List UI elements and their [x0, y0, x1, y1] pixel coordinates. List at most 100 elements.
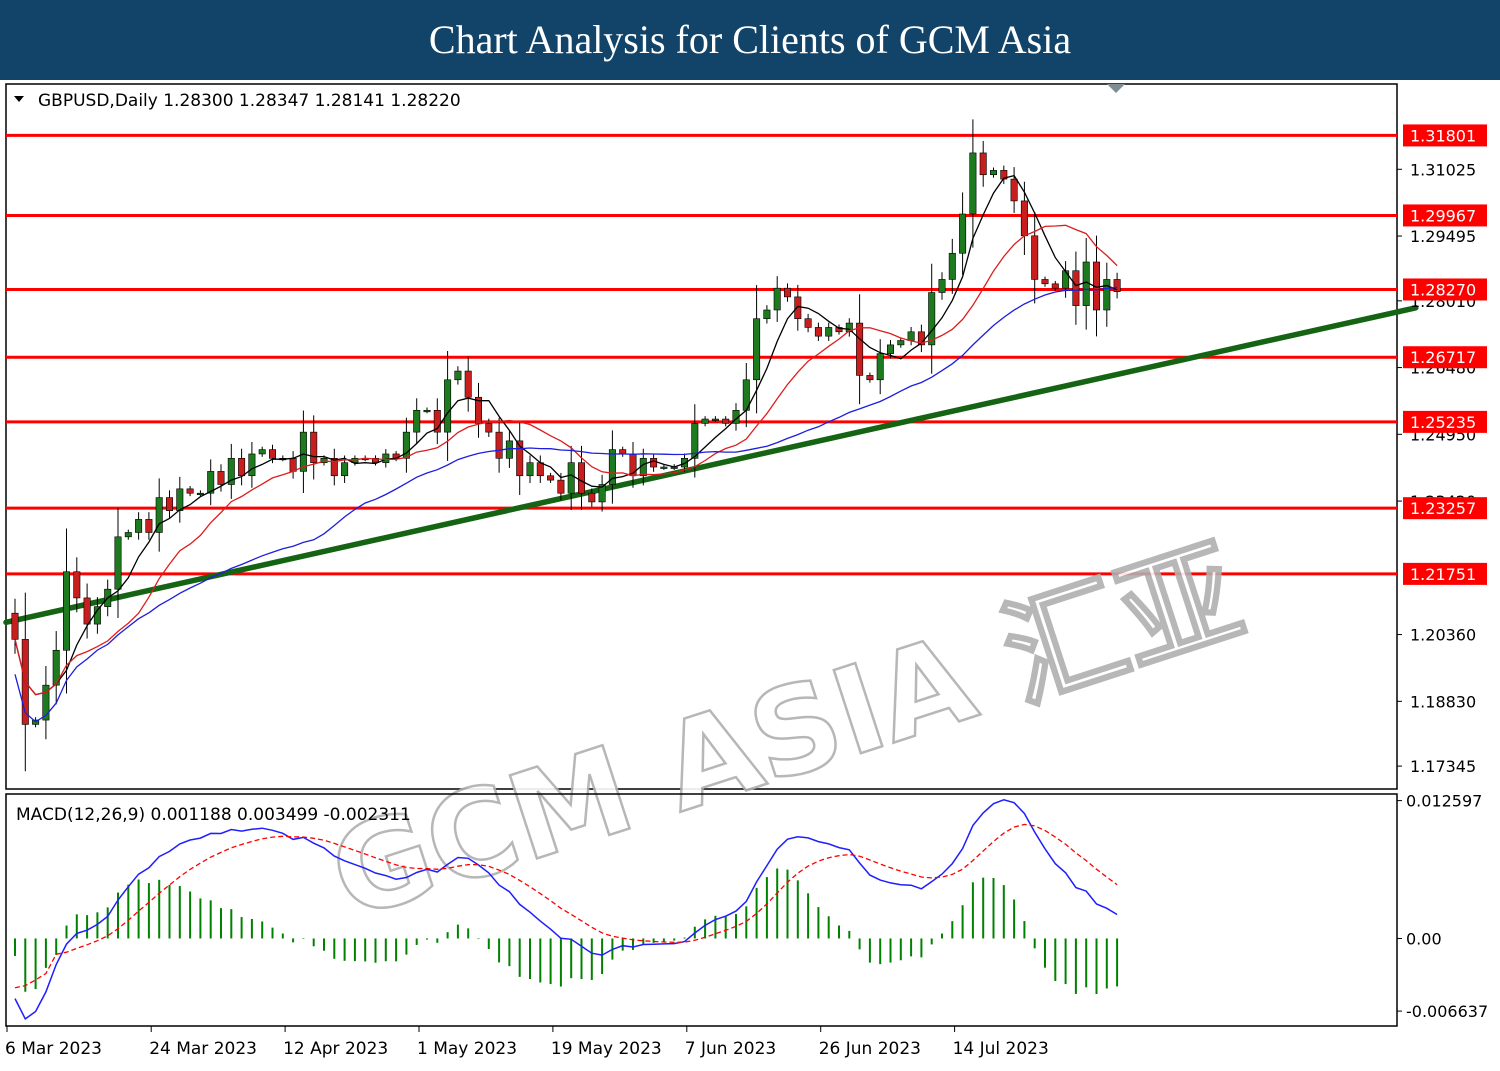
price-plot-frame — [5, 83, 1398, 790]
time-axis-label: 7 Jun 2023 — [685, 1039, 776, 1059]
candle-body — [238, 458, 246, 477]
candle-body — [516, 440, 524, 477]
price-axis-label: 1.17345 — [1410, 757, 1476, 776]
candle-body — [897, 340, 905, 346]
price-axis-label: 1.31025 — [1410, 160, 1476, 179]
price-axis-label: 1.20360 — [1410, 626, 1476, 645]
candle-body — [299, 431, 307, 472]
candle-body — [248, 453, 256, 477]
candle-body — [413, 410, 421, 433]
candle-body — [680, 458, 688, 468]
candle-body — [474, 396, 482, 424]
price-axis-label: 1.18830 — [1410, 692, 1476, 711]
level-tag — [1403, 562, 1487, 585]
candle-body — [794, 296, 802, 320]
level-tag — [1403, 497, 1487, 520]
candle-body — [320, 458, 328, 463]
candle-body — [1072, 270, 1080, 306]
time-axis-label: 24 Mar 2023 — [149, 1039, 257, 1059]
candle-body — [825, 327, 833, 337]
candle-body — [310, 431, 318, 463]
candle-body — [835, 327, 843, 333]
candle-body — [907, 331, 915, 341]
candle-body — [886, 344, 894, 354]
candle-body — [433, 410, 441, 433]
time-axis-label: 1 May 2023 — [417, 1039, 517, 1059]
candle-body — [814, 327, 822, 337]
candle-body — [763, 309, 771, 320]
candle-body — [155, 497, 163, 533]
candle-body — [1103, 279, 1111, 311]
candle-body — [176, 488, 184, 511]
candle-body — [166, 497, 174, 511]
candle-body — [691, 423, 699, 459]
candle-body — [196, 492, 204, 496]
candle-body — [1051, 283, 1059, 289]
candle-body — [969, 152, 977, 215]
banner — [0, 0, 1500, 80]
candle-body — [114, 536, 122, 590]
level-tag — [1403, 346, 1487, 369]
price-panel: 1.310251.294951.280101.264801.249501.234… — [3, 83, 1487, 790]
candle-body — [444, 379, 452, 433]
candle-body — [536, 462, 544, 477]
candle-body — [73, 571, 81, 599]
candle-body — [773, 287, 781, 311]
candle-body — [454, 370, 462, 381]
candle-body — [495, 431, 503, 459]
candle-body — [423, 410, 431, 413]
candle-body — [217, 471, 225, 485]
candle-body — [845, 322, 853, 333]
candle-body — [1031, 235, 1039, 280]
candle-body — [83, 597, 91, 625]
candle-body — [351, 458, 359, 463]
candle-body — [382, 453, 390, 463]
symbol-menu-icon[interactable] — [14, 96, 24, 102]
candle-body — [330, 458, 338, 477]
candle-body — [258, 449, 266, 455]
candle-body — [577, 462, 585, 494]
candle-body — [856, 322, 864, 376]
candle-body — [42, 684, 50, 721]
level-tag — [1403, 410, 1487, 433]
macd-signal-line — [14, 823, 1118, 989]
moving-average-fast — [14, 174, 1118, 696]
macd-header: MACD(12,26,9) 0.001188 0.003499 -0.00231… — [16, 805, 411, 825]
level-tag-label: 1.25235 — [1410, 413, 1476, 432]
candle-body — [557, 479, 565, 494]
macd-panel: 0.012597 0.00 -0.006637 MACD(12,26,9) 0.00… — [5, 792, 1488, 1027]
macd-plot-frame — [5, 793, 1398, 1027]
candle-body — [598, 484, 606, 503]
candle-body — [1113, 279, 1121, 292]
level-tag-label: 1.29967 — [1410, 206, 1476, 225]
price-header: GBPUSD,Daily 1.28300 1.28347 1.28141 1.2… — [38, 91, 461, 111]
level-tag-label: 1.28270 — [1410, 280, 1476, 299]
candle-body — [1010, 178, 1018, 202]
time-axis-label: 19 May 2023 — [551, 1039, 662, 1059]
level-tag-label: 1.21751 — [1410, 565, 1476, 584]
trendline — [3, 305, 1419, 626]
time-axis-label: 6 Mar 2023 — [5, 1039, 102, 1059]
candle-body — [268, 449, 276, 459]
candle-body — [876, 353, 884, 381]
macd-axis-label: 0.00 — [1406, 929, 1442, 948]
candle-body — [1062, 270, 1070, 289]
level-tag — [1403, 278, 1487, 301]
moving-average-slow — [14, 286, 1118, 723]
candle-body — [402, 431, 410, 459]
banner-title: Chart Analysis for Clients of GCM Asia — [428, 17, 1072, 62]
candle-body — [289, 458, 297, 472]
chart-shift-marker — [1107, 84, 1125, 93]
candle-body — [371, 458, 379, 463]
candle-body — [341, 462, 349, 477]
candle-body — [11, 612, 19, 640]
candle-body — [485, 423, 493, 433]
price-axis-label: 1.29495 — [1410, 227, 1476, 246]
candle-body — [124, 532, 132, 538]
candle-body — [959, 213, 967, 254]
candle-body — [722, 418, 730, 424]
candle-body — [711, 418, 719, 421]
macd-axis-label: -0.006637 — [1406, 1002, 1488, 1021]
candle-body — [145, 519, 153, 533]
